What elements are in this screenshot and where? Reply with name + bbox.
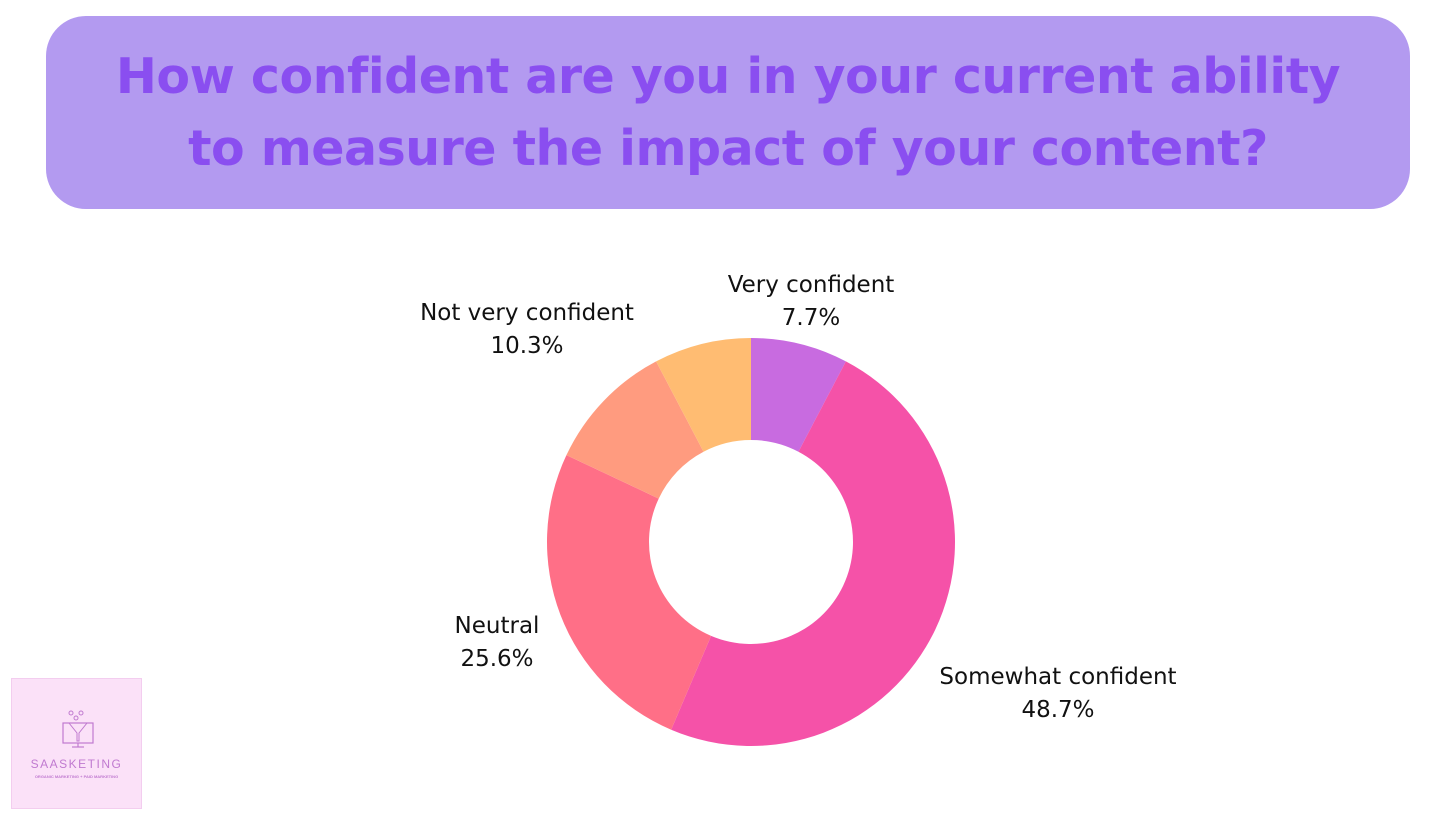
label-not-very-confident: Not very confident 10.3% xyxy=(420,300,634,359)
label-somewhat-confident: Somewhat confident 48.7% xyxy=(939,664,1176,723)
funnel-monitor-icon xyxy=(62,710,94,748)
slice-not-confident-at-all xyxy=(656,338,751,452)
label-very-confident: Very confident 7.7% xyxy=(728,272,895,331)
chart-title: How confident are you in your current ab… xyxy=(115,47,1341,177)
title-banner: How confident are you in your current ab… xyxy=(46,16,1410,209)
slice-very-confident xyxy=(751,338,846,452)
slice-neutral xyxy=(547,455,712,730)
label-neutral: Neutral 25.6% xyxy=(455,613,540,672)
logo: SAASKETING ORGANIC MARKETING + PAID MARK… xyxy=(11,678,142,809)
slice-somewhat-confident xyxy=(671,361,956,747)
logo-tagline: ORGANIC MARKETING + PAID MARKETING xyxy=(34,774,119,779)
logo-name: SAASKETING xyxy=(30,757,123,771)
slice-not-very-confident xyxy=(566,361,704,499)
